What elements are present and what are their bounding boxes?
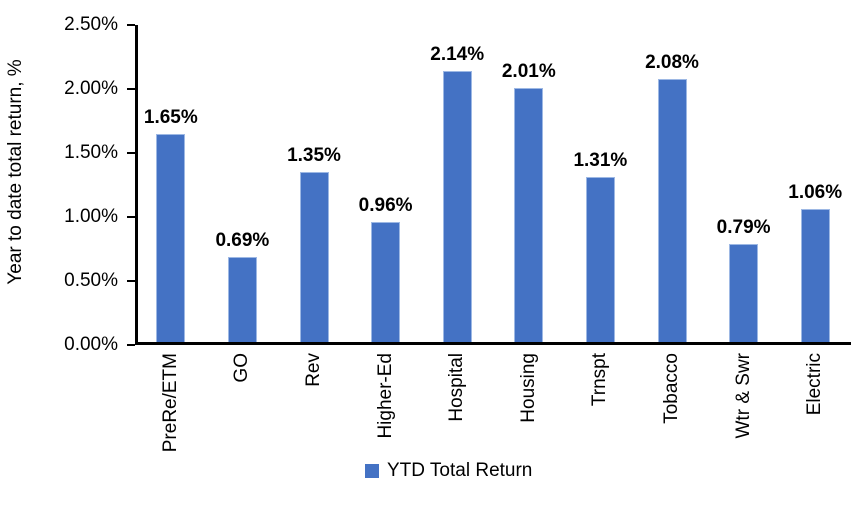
- y-tick-mark: [127, 280, 135, 282]
- x-axis-tick-labels: PreRe/ETM GO Rev Higher-Ed Hospital Housing Tr…: [135, 353, 851, 461]
- x-tick-label: Higher-Ed: [373, 353, 399, 461]
- x-tick-label-text: GO: [231, 353, 253, 383]
- x-tick-label: PreRe/ETM: [158, 353, 184, 461]
- bar: [729, 243, 759, 345]
- bar-value-label: 0.79%: [716, 216, 771, 238]
- x-tick-label-text: Trnspt: [589, 353, 611, 407]
- bar-value-label: 0.96%: [358, 195, 413, 217]
- x-tick-label-text: Hospital: [446, 353, 468, 422]
- y-tick-label: 2.50%: [64, 14, 118, 35]
- bar: [299, 172, 329, 345]
- bar-value-label: 1.31%: [573, 150, 628, 172]
- x-tick-label: Trnspt: [587, 353, 613, 461]
- y-tick-mark: [127, 344, 135, 346]
- bar: [156, 133, 186, 345]
- y-tick-mark: [127, 88, 135, 90]
- bar: [371, 222, 401, 345]
- bar: [800, 209, 830, 345]
- bar-value-label: 1.65%: [143, 106, 198, 128]
- bar-value-label: 1.06%: [788, 182, 843, 204]
- plot-area: 1.65% 0.69% 1.35% 0.96% 2.14% 2.01% 1.31% 2.08%…: [127, 24, 851, 346]
- y-axis-line: [135, 25, 138, 345]
- bar-value-label: 2.08%: [645, 51, 699, 73]
- y-tick-label: 2.00%: [64, 78, 118, 99]
- bar: [227, 256, 257, 345]
- bar: [514, 87, 544, 345]
- bar-value-label: 2.01%: [501, 60, 556, 82]
- x-tick-label: Electric: [802, 353, 828, 461]
- x-tick-label: Wtr & Swr: [731, 353, 757, 461]
- bar: [442, 71, 472, 345]
- bar-value-label: 1.35%: [287, 145, 341, 167]
- x-tick-label: Hospital: [444, 353, 470, 461]
- bar-value-label: 2.14%: [430, 44, 485, 66]
- legend-label: YTD Total Return: [387, 460, 533, 481]
- x-tick-label: Rev: [301, 353, 327, 461]
- bar-value-label: 0.69%: [215, 229, 270, 251]
- y-tick-label: 1.50%: [64, 142, 118, 163]
- bar: [585, 177, 615, 345]
- x-tick-label-text: Wtr & Swr: [732, 353, 754, 439]
- legend-marker-icon: [365, 464, 379, 478]
- y-tick-label: 0.00%: [64, 334, 118, 355]
- bar: [657, 78, 687, 345]
- x-tick-label: GO: [229, 353, 255, 461]
- y-axis-tick-labels: 2.50% 2.00% 1.50% 1.00% 0.50% 0.00%: [0, 14, 118, 355]
- y-tick-mark: [127, 152, 135, 154]
- y-tick-mark: [127, 216, 135, 218]
- x-tick-label-text: Housing: [517, 353, 539, 423]
- x-tick-label-text: Tobacco: [661, 353, 682, 424]
- x-tick-label-text: Rev: [303, 353, 324, 387]
- y-tick-label: 1.00%: [64, 206, 118, 227]
- x-tick-label-text: Electric: [804, 353, 826, 416]
- x-tick-label: Tobacco: [659, 353, 685, 461]
- legend: YTD Total Return: [365, 460, 532, 482]
- x-tick-label-text: PreRe/ETM: [159, 353, 181, 453]
- x-axis-line: [135, 342, 851, 345]
- x-tick-label-text: Higher-Ed: [374, 353, 396, 439]
- y-tick-label: 0.50%: [64, 270, 118, 291]
- y-tick-mark: [127, 24, 135, 26]
- x-tick-label: Housing: [516, 353, 542, 461]
